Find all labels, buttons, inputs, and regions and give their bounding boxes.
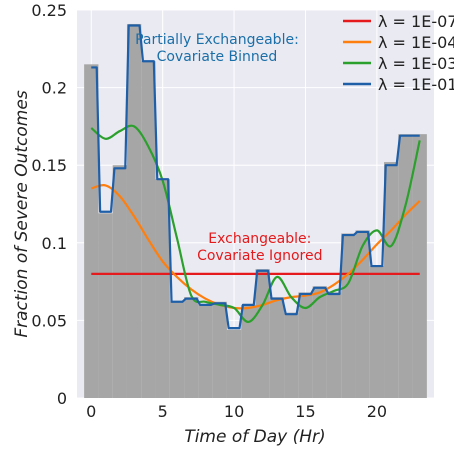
annotation-text: Covariate Ignored <box>197 248 322 264</box>
bar <box>255 269 270 398</box>
bar <box>384 162 399 398</box>
legend-label: λ = 1E-03 <box>378 54 454 73</box>
y-tick-label: 0.25 <box>31 1 67 20</box>
bar <box>369 266 385 398</box>
bar <box>212 301 227 398</box>
bar <box>312 286 327 398</box>
x-tick-label: 0 <box>86 402 96 421</box>
annotation-text: Exchangeable: <box>208 231 311 247</box>
y-tick-label: 0.2 <box>42 79 67 98</box>
x-tick-labels: 0 5 10 15 20 <box>86 402 387 421</box>
bar <box>241 304 256 398</box>
legend-label: λ = 1E-01 <box>378 75 454 94</box>
y-axis-title: Fraction of Severe Outcomes <box>12 90 32 337</box>
bar <box>169 301 185 398</box>
bar <box>126 23 142 399</box>
legend: λ = 1E-07 λ = 1E-04 λ = 1E-03 λ = 1E-01 <box>343 12 454 94</box>
x-tick-label: 5 <box>158 402 168 421</box>
series-line <box>90 124 421 324</box>
bar <box>98 213 113 398</box>
annotation-text: Covariate Binned <box>157 49 278 65</box>
bar <box>269 297 285 398</box>
y-tick-label: 0.15 <box>31 156 67 175</box>
annotation-text: Partially Exchangeable: <box>135 32 299 48</box>
series-lines <box>90 24 421 330</box>
bar <box>398 134 413 398</box>
y-tick-label: 0.05 <box>31 311 67 330</box>
bar <box>84 64 99 398</box>
bar <box>226 329 242 398</box>
y-tick-labels: 0 0.05 0.1 0.15 0.2 0.25 <box>31 1 67 408</box>
bar <box>341 233 356 398</box>
bar <box>298 292 313 398</box>
legend-label: λ = 1E-04 <box>378 33 454 52</box>
bar <box>198 304 213 398</box>
series-line <box>90 184 421 310</box>
legend-label: λ = 1E-07 <box>378 12 454 31</box>
x-tick-label: 20 <box>367 402 387 421</box>
bar <box>184 297 199 398</box>
bar <box>326 292 342 398</box>
x-tick-label: 15 <box>295 402 315 421</box>
bar <box>284 312 299 398</box>
bar <box>355 230 370 398</box>
bar <box>412 134 427 398</box>
bar <box>155 179 170 398</box>
bar <box>141 61 156 398</box>
bar <box>112 165 127 398</box>
y-tick-label: 0 <box>57 389 67 408</box>
annotations: Partially Exchangeable:Covariate Binned E… <box>135 32 322 264</box>
x-tick-label: 10 <box>224 402 244 421</box>
x-axis-title: Time of Day (Hr) <box>184 427 325 447</box>
y-tick-label: 0.1 <box>42 234 67 253</box>
series-line <box>91 24 420 330</box>
